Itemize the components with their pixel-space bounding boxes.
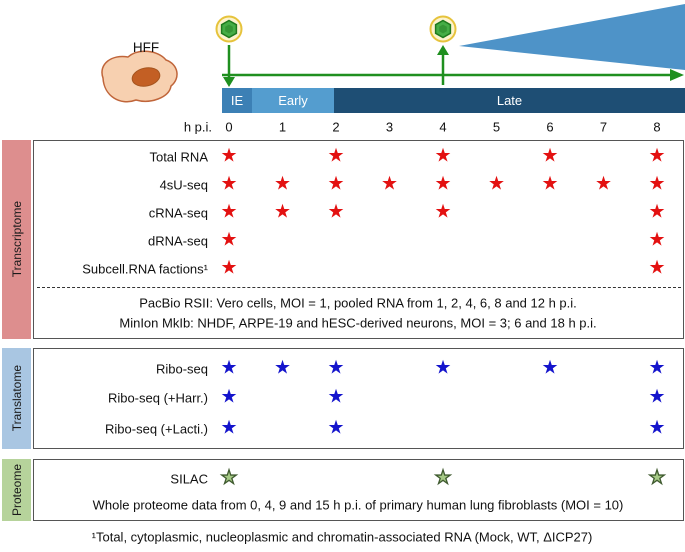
section-box-transcriptome xyxy=(33,140,684,339)
hff-cell-illustration xyxy=(101,50,178,103)
timeline-illustration xyxy=(101,4,685,103)
hpi-tick-4: 4 xyxy=(439,119,447,135)
section-box-proteome xyxy=(33,459,684,521)
phase-early: Early xyxy=(252,88,334,113)
section-label-proteome: Proteome xyxy=(9,463,24,517)
hpi-tick-8: 8 xyxy=(653,119,661,135)
phase-bar: IE Early Late xyxy=(0,88,685,113)
hpi-tick-0: 0 xyxy=(225,119,233,135)
hpi-tick-6: 6 xyxy=(546,119,554,135)
hpi-tick-7: 7 xyxy=(599,119,608,135)
phase-late: Late xyxy=(334,88,685,113)
hpi-tick-3: 3 xyxy=(385,119,394,135)
hpi-axis-label: h p.i. xyxy=(183,119,212,135)
section-label-transcriptome: Transcriptome xyxy=(9,201,24,278)
hpi-ticks: 0 1 2 3 4 5 6 7 8 xyxy=(0,0,685,140)
transcriptome-divider xyxy=(37,287,681,288)
virus-spread-wedge xyxy=(459,4,685,70)
section-box-translatome xyxy=(33,348,684,449)
phase-ie: IE xyxy=(222,88,252,113)
section-label-translatome: Translatome xyxy=(9,365,24,432)
section-strip-proteome: Proteome xyxy=(2,459,31,521)
virus-icon-0h xyxy=(215,15,243,43)
virus-icon-4h xyxy=(429,15,457,43)
footnote: ¹Total, cytoplasmic, nucleoplasmic and c… xyxy=(91,529,593,545)
hpi-tick-5: 5 xyxy=(492,119,501,135)
infection-arrow-0h xyxy=(223,45,235,87)
hpi-tick-1: 1 xyxy=(278,119,287,135)
timeline-arrow xyxy=(222,69,684,81)
virus-release-arrow-4h xyxy=(437,45,449,85)
hpi-tick-2: 2 xyxy=(332,119,340,135)
section-strip-transcriptome: Transcriptome xyxy=(2,140,31,339)
cell-type-label: HFF xyxy=(132,40,160,55)
section-strip-translatome: Translatome xyxy=(2,348,31,449)
